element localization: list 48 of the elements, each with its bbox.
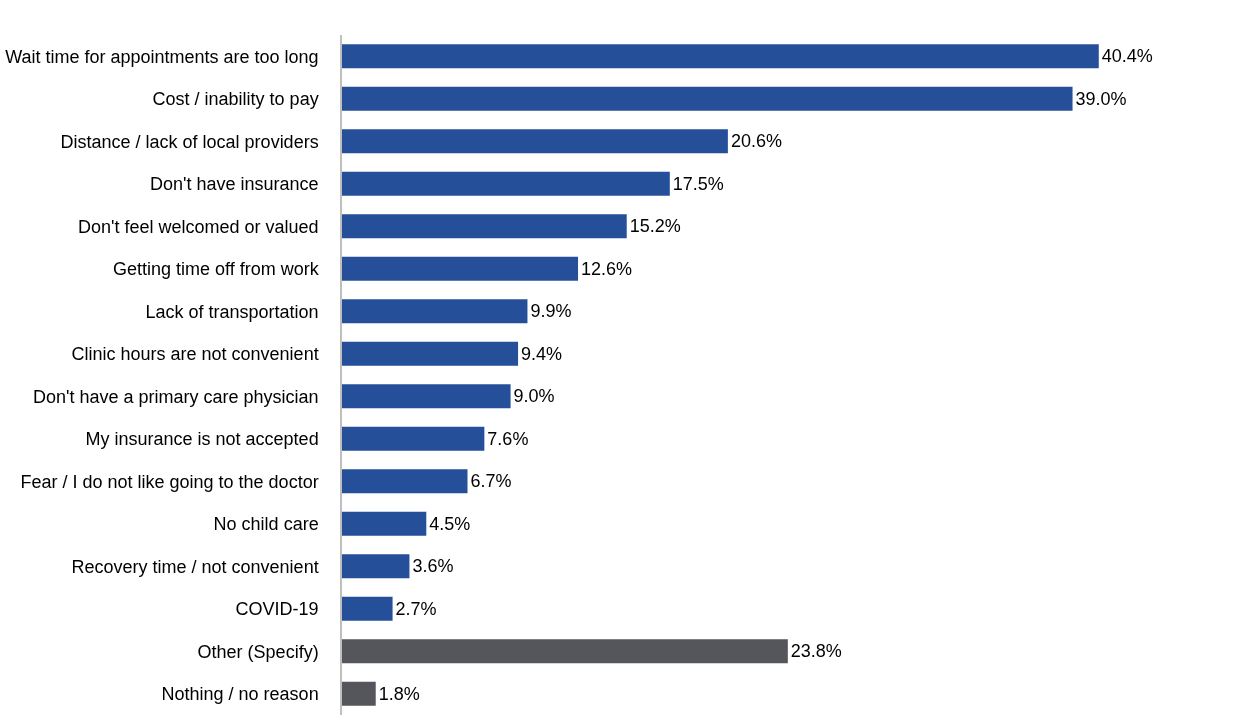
data-label: 2.7% [395, 598, 437, 619]
data-label: 4.5% [429, 513, 471, 534]
data-label: 6.7% [470, 471, 512, 492]
y-tick-label: No child care [213, 514, 319, 535]
y-tick-label: Getting time off from work [112, 259, 320, 280]
data-label: 9.9% [530, 301, 572, 322]
bar [342, 639, 788, 664]
y-tick-label: Lack of transportation [145, 301, 319, 322]
data-label: 20.6% [730, 131, 782, 152]
data-label: 15.2% [629, 216, 681, 237]
bar [342, 511, 427, 536]
data-label: 23.8% [790, 641, 842, 662]
y-tick-label: My insurance is not accepted [85, 429, 319, 450]
y-tick-label: Don't have insurance [150, 174, 319, 195]
bar [342, 44, 1099, 69]
bar [342, 299, 528, 324]
bar [342, 384, 511, 409]
y-tick-label: Wait time for appointments are too long [5, 46, 319, 67]
y-tick-label: Distance / lack of local providers [60, 131, 319, 152]
y-tick-label: Don't feel welcomed or valued [78, 216, 319, 237]
bar [342, 129, 728, 154]
bar [342, 554, 410, 579]
data-label: 1.8% [378, 683, 420, 704]
bar [342, 214, 627, 239]
y-tick-label: Recovery time / not convenient [71, 556, 319, 577]
data-label: 7.6% [487, 428, 529, 449]
data-label: 17.5% [672, 173, 724, 194]
y-tick-label: Nothing / no reason [161, 684, 319, 705]
y-tick-label: Fear / I do not like going to the doctor [20, 471, 319, 492]
data-label: 9.0% [513, 386, 555, 407]
bar [342, 86, 1073, 111]
bar [342, 341, 519, 366]
bar [342, 256, 579, 281]
y-tick-label: COVID-19 [235, 599, 319, 620]
bar [342, 469, 468, 494]
data-label: 3.6% [412, 556, 454, 577]
data-label: 12.6% [581, 258, 633, 279]
bar [342, 426, 485, 451]
bar [342, 171, 670, 196]
bar [342, 596, 393, 621]
data-label: 9.4% [521, 343, 563, 364]
y-tick-label: Other (Specify) [197, 641, 319, 662]
data-label: 40.4% [1101, 46, 1153, 67]
y-tick-label: Don't have a primary care physician [33, 386, 319, 407]
y-tick-label: Cost / inability to pay [152, 89, 319, 110]
y-tick-label: Clinic hours are not convenient [71, 344, 319, 365]
data-label: 39.0% [1075, 88, 1127, 109]
bar [342, 681, 376, 706]
